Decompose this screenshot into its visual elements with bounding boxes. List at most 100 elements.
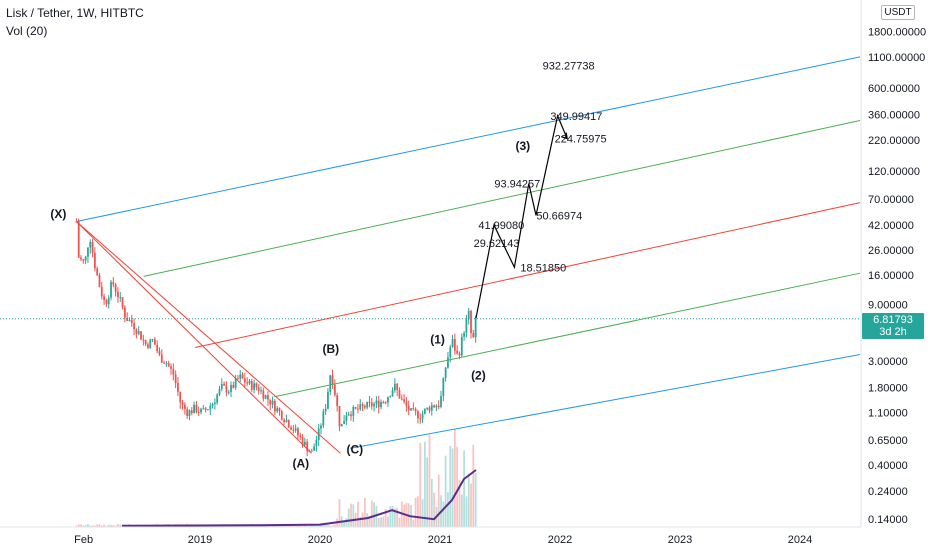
candle-body xyxy=(361,404,364,406)
candle-body xyxy=(283,419,285,422)
volume-bar xyxy=(315,525,318,527)
volume-bar xyxy=(456,446,459,527)
candle-body xyxy=(204,408,207,410)
volume-bar xyxy=(363,497,366,527)
volume-bar xyxy=(373,502,375,527)
candle-body xyxy=(93,252,96,269)
candle-body xyxy=(253,383,255,390)
volume-bar xyxy=(389,506,392,527)
last-price-value: 6.81793 xyxy=(873,314,913,326)
volume-bar xyxy=(80,524,82,527)
candle-body xyxy=(435,405,438,408)
volume-bar xyxy=(260,525,262,527)
volume-bar xyxy=(472,444,475,527)
volume-bar xyxy=(98,524,101,527)
currency-badge[interactable]: USDT xyxy=(881,5,915,20)
candle-body xyxy=(458,353,461,356)
candle-body xyxy=(347,414,350,416)
volume-bar xyxy=(350,503,352,527)
candle-body xyxy=(338,406,341,427)
candle-body xyxy=(225,385,228,393)
candle-body xyxy=(329,375,332,392)
candle-body xyxy=(144,340,147,345)
candle-body xyxy=(126,317,129,321)
candle-body xyxy=(380,402,382,408)
candle-body xyxy=(400,398,403,400)
price-tick-label: 120.00000 xyxy=(868,166,920,178)
candle-body xyxy=(315,440,318,447)
candle-body xyxy=(77,221,80,258)
candle-body xyxy=(250,381,253,390)
volume-bar xyxy=(301,525,304,527)
candle-body xyxy=(456,350,459,354)
candle-body xyxy=(299,435,302,438)
candle-body xyxy=(260,390,262,392)
price-tick-label: 600.00000 xyxy=(868,83,920,95)
candle-body xyxy=(119,297,122,299)
candle-body xyxy=(243,378,246,383)
candle-body xyxy=(239,374,242,379)
volume-bar xyxy=(287,525,290,527)
candle-body xyxy=(433,405,435,408)
volume-bar xyxy=(112,525,115,527)
candle-body xyxy=(211,403,214,407)
volume-bar xyxy=(433,492,435,527)
candle-body xyxy=(179,391,182,403)
volume-bar xyxy=(329,525,332,527)
candle-body xyxy=(440,395,442,407)
candle-body xyxy=(336,395,339,407)
volume-bar xyxy=(396,507,399,527)
candle-body xyxy=(264,395,267,399)
volume-bar xyxy=(453,429,456,527)
channel-line-blue xyxy=(76,56,861,223)
candle-body xyxy=(359,404,362,410)
volume-bar xyxy=(393,508,396,527)
candle-body xyxy=(322,411,325,426)
time-tick-label: 2022 xyxy=(548,534,572,546)
volume-bar xyxy=(119,524,122,527)
volume-bar xyxy=(327,525,329,527)
candle-body xyxy=(412,408,415,410)
candle-body xyxy=(174,374,177,383)
candle-body xyxy=(273,400,276,412)
volume-bar xyxy=(313,524,315,527)
candle-body xyxy=(241,374,244,379)
candle-body xyxy=(320,425,322,429)
volume-bar xyxy=(283,524,285,527)
bar-countdown: 3d 2h xyxy=(879,326,907,338)
price-tick-label: 220.00000 xyxy=(868,135,920,147)
candle-body xyxy=(410,408,412,411)
candle-body xyxy=(430,405,433,411)
candle-body xyxy=(428,407,431,411)
time-tick-label: 2021 xyxy=(428,534,452,546)
candle-body xyxy=(354,407,357,409)
candle-body xyxy=(186,408,189,417)
volume-bar xyxy=(338,499,341,527)
candle-body xyxy=(170,366,172,369)
volume-bar xyxy=(470,483,472,527)
candle-body xyxy=(375,400,378,404)
projection-price-label: 29.62143 xyxy=(474,238,520,250)
projection-price-label: 50.66974 xyxy=(536,210,582,222)
volume-bar xyxy=(82,525,85,527)
price-tick-label: 1.10000 xyxy=(868,408,908,420)
candle-body xyxy=(200,408,202,413)
volume-bar xyxy=(359,516,362,527)
volume-bar xyxy=(264,525,267,527)
candle-body xyxy=(447,357,449,368)
symbol-title[interactable]: Lisk / Tether, 1W, HITBTC xyxy=(6,6,144,20)
volume-indicator-label[interactable]: Vol (20) xyxy=(6,24,48,38)
time-tick-label: 2023 xyxy=(668,534,692,546)
candle-body xyxy=(391,390,394,397)
candle-body xyxy=(294,428,297,431)
candle-body xyxy=(352,407,355,417)
fan-line xyxy=(76,221,341,454)
channel-line-red xyxy=(195,202,861,348)
candle-body xyxy=(474,317,477,338)
volume-bar xyxy=(114,525,117,527)
wave-label: (B) xyxy=(322,342,339,356)
wave-label: (2) xyxy=(471,368,486,382)
candle-body xyxy=(98,274,101,287)
candle-body xyxy=(269,399,272,405)
